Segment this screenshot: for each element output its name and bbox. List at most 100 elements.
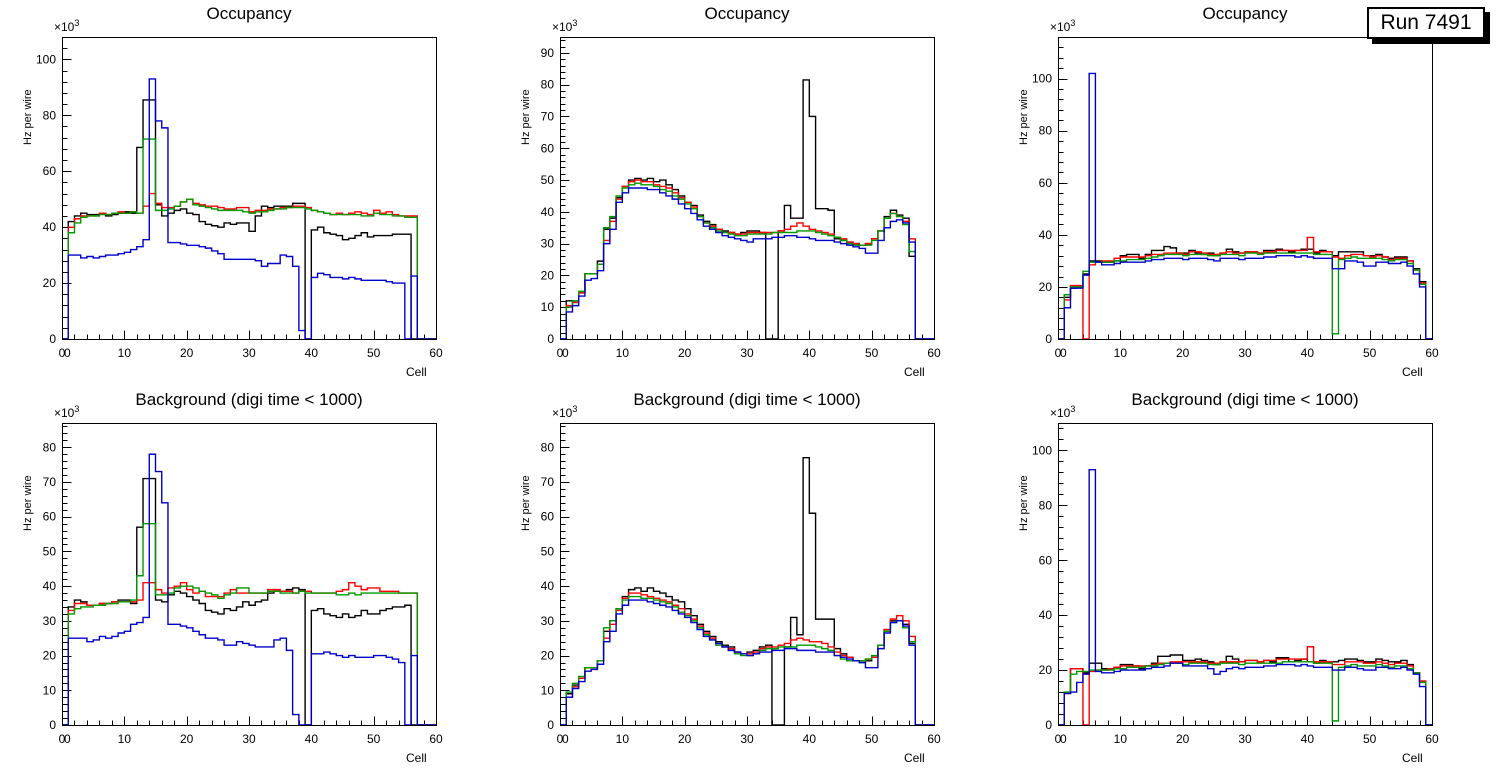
svg-text:40: 40 xyxy=(1301,346,1315,360)
y-axis-ticks: 0 10 20 30 40 50 60 70 80 0 xyxy=(43,426,72,746)
svg-text:0: 0 xyxy=(1060,732,1067,746)
svg-text:20: 20 xyxy=(541,649,555,663)
svg-text:60: 60 xyxy=(541,510,555,524)
svg-text:80: 80 xyxy=(1039,124,1053,138)
svg-text:50: 50 xyxy=(1363,346,1377,360)
svg-text:20: 20 xyxy=(1176,346,1190,360)
plot-area-bkg-sl2: 0 10 20 30 40 50 60 0 10 20 30 40 50 60 70 80 0 xyxy=(541,423,941,746)
svg-text:50: 50 xyxy=(1363,732,1377,746)
svg-text:0: 0 xyxy=(557,732,564,746)
svg-text:20: 20 xyxy=(43,276,57,290)
panel-title: Occupancy xyxy=(704,4,790,23)
histogram-series-4 xyxy=(1058,72,1432,340)
plot-panel-bkg-sl2: Background (digi time < 1000) Hz per wire… xyxy=(498,386,996,772)
svg-text:80: 80 xyxy=(541,78,555,92)
svg-text:90: 90 xyxy=(541,46,555,60)
svg-text:40: 40 xyxy=(305,346,319,360)
svg-text:40: 40 xyxy=(541,579,555,593)
x-axis-ticks: 0 10 20 30 40 50 60 xyxy=(557,716,941,746)
svg-text:10: 10 xyxy=(118,732,132,746)
svg-text:40: 40 xyxy=(541,205,555,219)
x-axis-label: Cell xyxy=(1402,751,1423,765)
svg-text:20: 20 xyxy=(541,268,555,282)
svg-text:0: 0 xyxy=(49,332,56,346)
svg-text:60: 60 xyxy=(43,164,57,178)
panel-title: Background (digi time < 1000) xyxy=(633,390,861,409)
x-axis-label: Cell xyxy=(904,751,925,765)
svg-text:40: 40 xyxy=(43,579,57,593)
svg-text:20: 20 xyxy=(1176,732,1190,746)
svg-text:0: 0 xyxy=(59,346,66,360)
svg-text:60: 60 xyxy=(1039,553,1053,567)
svg-text:30: 30 xyxy=(541,614,555,628)
svg-text:10: 10 xyxy=(616,732,630,746)
svg-text:40: 40 xyxy=(1039,608,1053,622)
y-axis-ticks: 0 20 40 60 80 100 0 xyxy=(1032,37,1068,360)
svg-text:100: 100 xyxy=(1032,443,1052,457)
svg-text:10: 10 xyxy=(43,683,57,697)
svg-text:10: 10 xyxy=(1114,346,1128,360)
histogram-series-4 xyxy=(1058,468,1432,726)
svg-text:0: 0 xyxy=(547,718,554,732)
svg-text:70: 70 xyxy=(43,475,57,489)
x-axis-label: Cell xyxy=(406,751,427,765)
y-axis-exponent: ×103 xyxy=(552,18,578,34)
histogram-series-4 xyxy=(560,187,934,340)
histogram-series-4 xyxy=(62,78,436,340)
plot-area-bkg-sl1: 0 10 20 30 40 50 60 0 10 20 30 40 50 60 70 80 0 xyxy=(43,423,443,746)
plot-area-occ-sl1: 0 10 20 30 40 50 60 0 20 40 60 80 100 0 xyxy=(36,37,443,360)
y-axis-ticks: 0 20 40 60 80 100 0 xyxy=(1032,428,1068,746)
svg-text:30: 30 xyxy=(242,346,256,360)
plot-area-occ-sl2: 0 10 20 30 40 50 60 0 10 20 30 40 50 60 70 80 90 0 xyxy=(541,37,941,360)
histogram-series-3 xyxy=(62,138,436,340)
histogram-series-3 xyxy=(1058,252,1432,340)
svg-text:50: 50 xyxy=(367,732,381,746)
panel-title: Background (digi time < 1000) xyxy=(135,390,363,409)
svg-text:50: 50 xyxy=(43,544,57,558)
svg-text:60: 60 xyxy=(927,732,941,746)
svg-text:10: 10 xyxy=(541,683,555,697)
svg-text:60: 60 xyxy=(927,346,941,360)
svg-text:100: 100 xyxy=(1032,72,1052,86)
svg-text:60: 60 xyxy=(429,346,443,360)
svg-text:50: 50 xyxy=(541,173,555,187)
svg-text:80: 80 xyxy=(43,440,57,454)
svg-text:20: 20 xyxy=(678,346,692,360)
y-axis-exponent: ×103 xyxy=(54,404,80,420)
x-axis-ticks: 0 10 20 30 40 50 60 xyxy=(557,330,941,360)
histogram-series-3 xyxy=(62,522,436,726)
svg-text:60: 60 xyxy=(1425,732,1439,746)
svg-text:60: 60 xyxy=(1039,176,1053,190)
svg-text:0: 0 xyxy=(562,732,569,746)
svg-text:40: 40 xyxy=(43,220,57,234)
histogram-series-3 xyxy=(560,182,934,340)
svg-text:20: 20 xyxy=(180,732,194,746)
svg-text:20: 20 xyxy=(43,649,57,663)
svg-text:30: 30 xyxy=(242,732,256,746)
svg-text:30: 30 xyxy=(43,614,57,628)
svg-text:30: 30 xyxy=(740,732,754,746)
svg-text:70: 70 xyxy=(541,109,555,123)
y-axis-exponent: ×103 xyxy=(552,404,578,420)
panel-title: Background (digi time < 1000) xyxy=(1131,390,1359,409)
svg-text:50: 50 xyxy=(865,732,879,746)
run-label-box: Run 7491 xyxy=(1367,7,1485,39)
svg-text:0: 0 xyxy=(1055,732,1062,746)
svg-text:60: 60 xyxy=(429,732,443,746)
y-axis-exponent: ×103 xyxy=(54,18,80,34)
svg-text:0: 0 xyxy=(557,346,564,360)
x-axis-label: Cell xyxy=(1402,365,1423,379)
svg-text:50: 50 xyxy=(367,346,381,360)
y-axis-ticks: 0 20 40 60 80 100 0 xyxy=(36,37,72,360)
svg-text:0: 0 xyxy=(1060,346,1067,360)
run-label-text: Run 7491 xyxy=(1380,11,1472,34)
svg-text:40: 40 xyxy=(305,732,319,746)
svg-text:20: 20 xyxy=(1039,280,1053,294)
svg-text:0: 0 xyxy=(49,718,56,732)
svg-text:70: 70 xyxy=(541,475,555,489)
svg-text:80: 80 xyxy=(1039,498,1053,512)
svg-text:100: 100 xyxy=(36,52,56,66)
